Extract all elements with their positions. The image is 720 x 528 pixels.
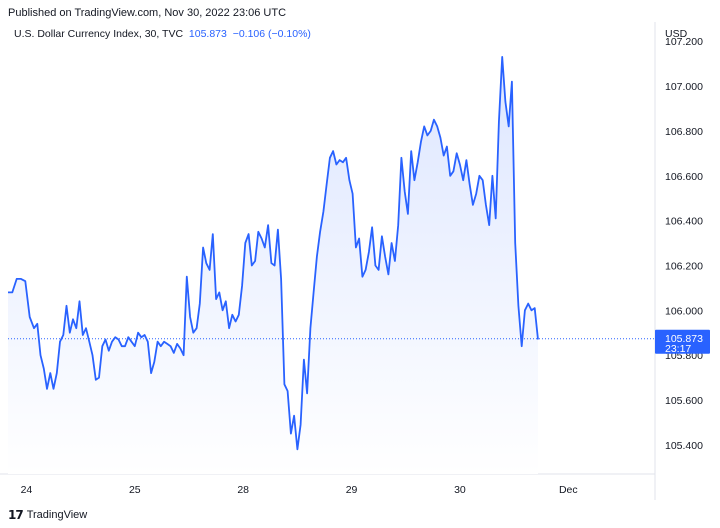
y-tick-label: 106.600 (665, 171, 703, 183)
legend-change: −0.106 (−0.10%) (232, 28, 311, 40)
x-tick-label: 24 (21, 484, 33, 496)
y-tick-label: 107.200 (665, 36, 703, 48)
last-price-tag-value: 105.873 (665, 333, 703, 345)
series-legend[interactable]: U.S. Dollar Currency Index, 30, TVC 105.… (14, 28, 311, 40)
y-tick-label: 106.800 (665, 126, 703, 138)
legend-symbol: U.S. Dollar Currency Index, 30, TVC (14, 28, 184, 40)
y-tick-label: 107.000 (665, 81, 703, 93)
y-tick-label: 105.600 (665, 395, 703, 407)
x-tick-label: 30 (454, 484, 466, 496)
legend-last-price: 105.873 (188, 28, 227, 40)
x-tick-label: 29 (346, 484, 358, 496)
price-line (8, 56, 539, 451)
last-price-tag-countdown: 23:17 (665, 343, 691, 355)
published-note: Published on TradingView.com, Nov 30, 20… (8, 7, 287, 19)
footer-brand[interactable]: 17 TradingView (8, 508, 87, 522)
x-tick-label: 28 (237, 484, 249, 496)
currency-label[interactable]: USD (665, 28, 688, 40)
y-tick-label: 106.400 (665, 216, 703, 228)
x-tick-label: 25 (129, 484, 141, 496)
y-tick-label: 106.000 (665, 305, 703, 317)
tradingview-logo-icon: 17 (8, 508, 24, 522)
x-tick-label: Dec (559, 484, 578, 496)
y-axis: 105.400105.600105.800106.000106.200106.4… (665, 36, 703, 452)
footer-brand-label: TradingView (26, 509, 88, 521)
last-price-tag: 105.873 23:17 (655, 329, 710, 355)
y-tick-label: 105.400 (665, 440, 703, 452)
y-tick-label: 106.200 (665, 260, 703, 272)
x-axis: 24 25 28 29 30 Dec (21, 484, 578, 496)
